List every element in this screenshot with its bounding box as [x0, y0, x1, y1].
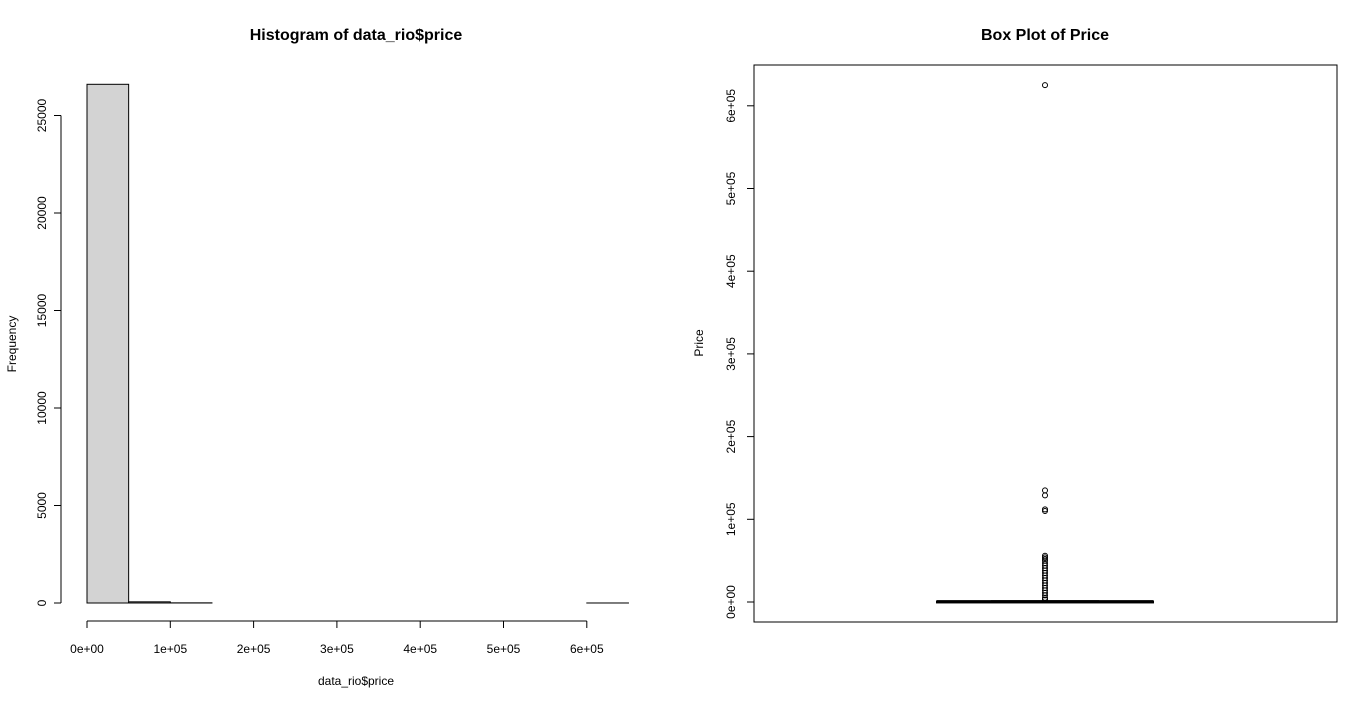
boxplot-outlier-4 [1042, 508, 1048, 515]
histogram-x-tick-label-1: 1e+05 [153, 642, 187, 656]
boxplot-y-tick-label-3: 3e+05 [724, 337, 738, 371]
histogram-x-tick-label-6: 6e+05 [570, 642, 604, 656]
boxplot-outlier-1 [1042, 487, 1048, 494]
boxplot-outliers [1042, 82, 1048, 603]
histogram-bar-0 [86, 83, 130, 604]
boxplot-outlier-2 [1042, 492, 1048, 499]
histogram-x-axis: 0e+00 1e+05 2e+05 3e+05 4e+05 5e+05 6e+05 [70, 620, 604, 656]
boxplot-y-tick-label-0: 0e+00 [724, 585, 738, 619]
histogram-x-tick-label-0: 0e+00 [70, 642, 104, 656]
histogram-y-tick-label-3: 15000 [35, 293, 49, 327]
histogram-y-tick-label-5: 25000 [35, 98, 49, 132]
boxplot-y-tick-label-4: 4e+05 [724, 254, 738, 288]
histogram-chart: Histogram of data_rio$price 0e+00 1e+05 2e… [5, 27, 629, 688]
boxplot-plot-frame [753, 64, 1338, 623]
boxplot-y-tick-label-5: 5e+05 [724, 171, 738, 205]
histogram-x-tick-label-3: 3e+05 [320, 642, 354, 656]
histogram-y-tick-label-1: 5000 [35, 492, 49, 519]
boxplot-outlier-22 [1042, 592, 1048, 599]
histogram-y-axis-label: Frequency [5, 316, 19, 373]
histogram-x-tick-label-5: 5e+05 [487, 642, 521, 656]
boxplot-y-tick-label-6: 6e+05 [724, 89, 738, 123]
histogram-y-tick-label-4: 20000 [35, 196, 49, 230]
boxplot-y-axis-label: Price [692, 329, 706, 357]
histogram-bar-1 [128, 601, 171, 604]
boxplot-chart: Box Plot of Price 0e+00 1e+05 2e+05 3e+05 4e… [692, 27, 1338, 623]
boxplot-y-tick-label-1: 1e+05 [724, 502, 738, 536]
boxplot-outlier-24 [1042, 596, 1048, 603]
boxplot-y-tick-label-2: 2e+05 [724, 419, 738, 453]
histogram-bars [86, 83, 629, 604]
boxplot-outlier-0 [1042, 82, 1048, 89]
histogram-x-axis-label: data_rio$price [318, 674, 394, 688]
histogram-y-axis: 0 5000 10000 15000 20000 25000 [35, 98, 62, 606]
boxplot-y-axis: 0e+00 1e+05 2e+05 3e+05 4e+05 5e+05 6e+05 [724, 89, 755, 619]
histogram-x-tick-label-2: 2e+05 [237, 642, 271, 656]
histogram-y-tick-label-2: 10000 [35, 391, 49, 425]
histogram-title: Histogram of data_rio$price [250, 27, 463, 44]
histogram-x-tick-label-4: 4e+05 [403, 642, 437, 656]
histogram-y-tick-label-0: 0 [35, 599, 49, 606]
boxplot-title: Box Plot of Price [981, 27, 1109, 44]
